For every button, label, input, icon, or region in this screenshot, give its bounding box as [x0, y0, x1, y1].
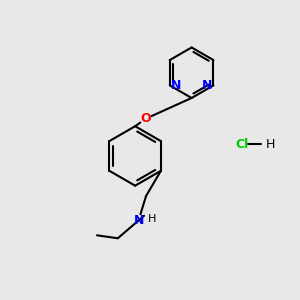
Text: O: O — [140, 112, 151, 125]
Text: N: N — [202, 79, 212, 92]
Text: Cl: Cl — [236, 138, 249, 151]
Text: N: N — [134, 214, 144, 227]
Text: H: H — [266, 138, 275, 151]
Text: N: N — [171, 79, 182, 92]
Text: H: H — [148, 214, 157, 224]
